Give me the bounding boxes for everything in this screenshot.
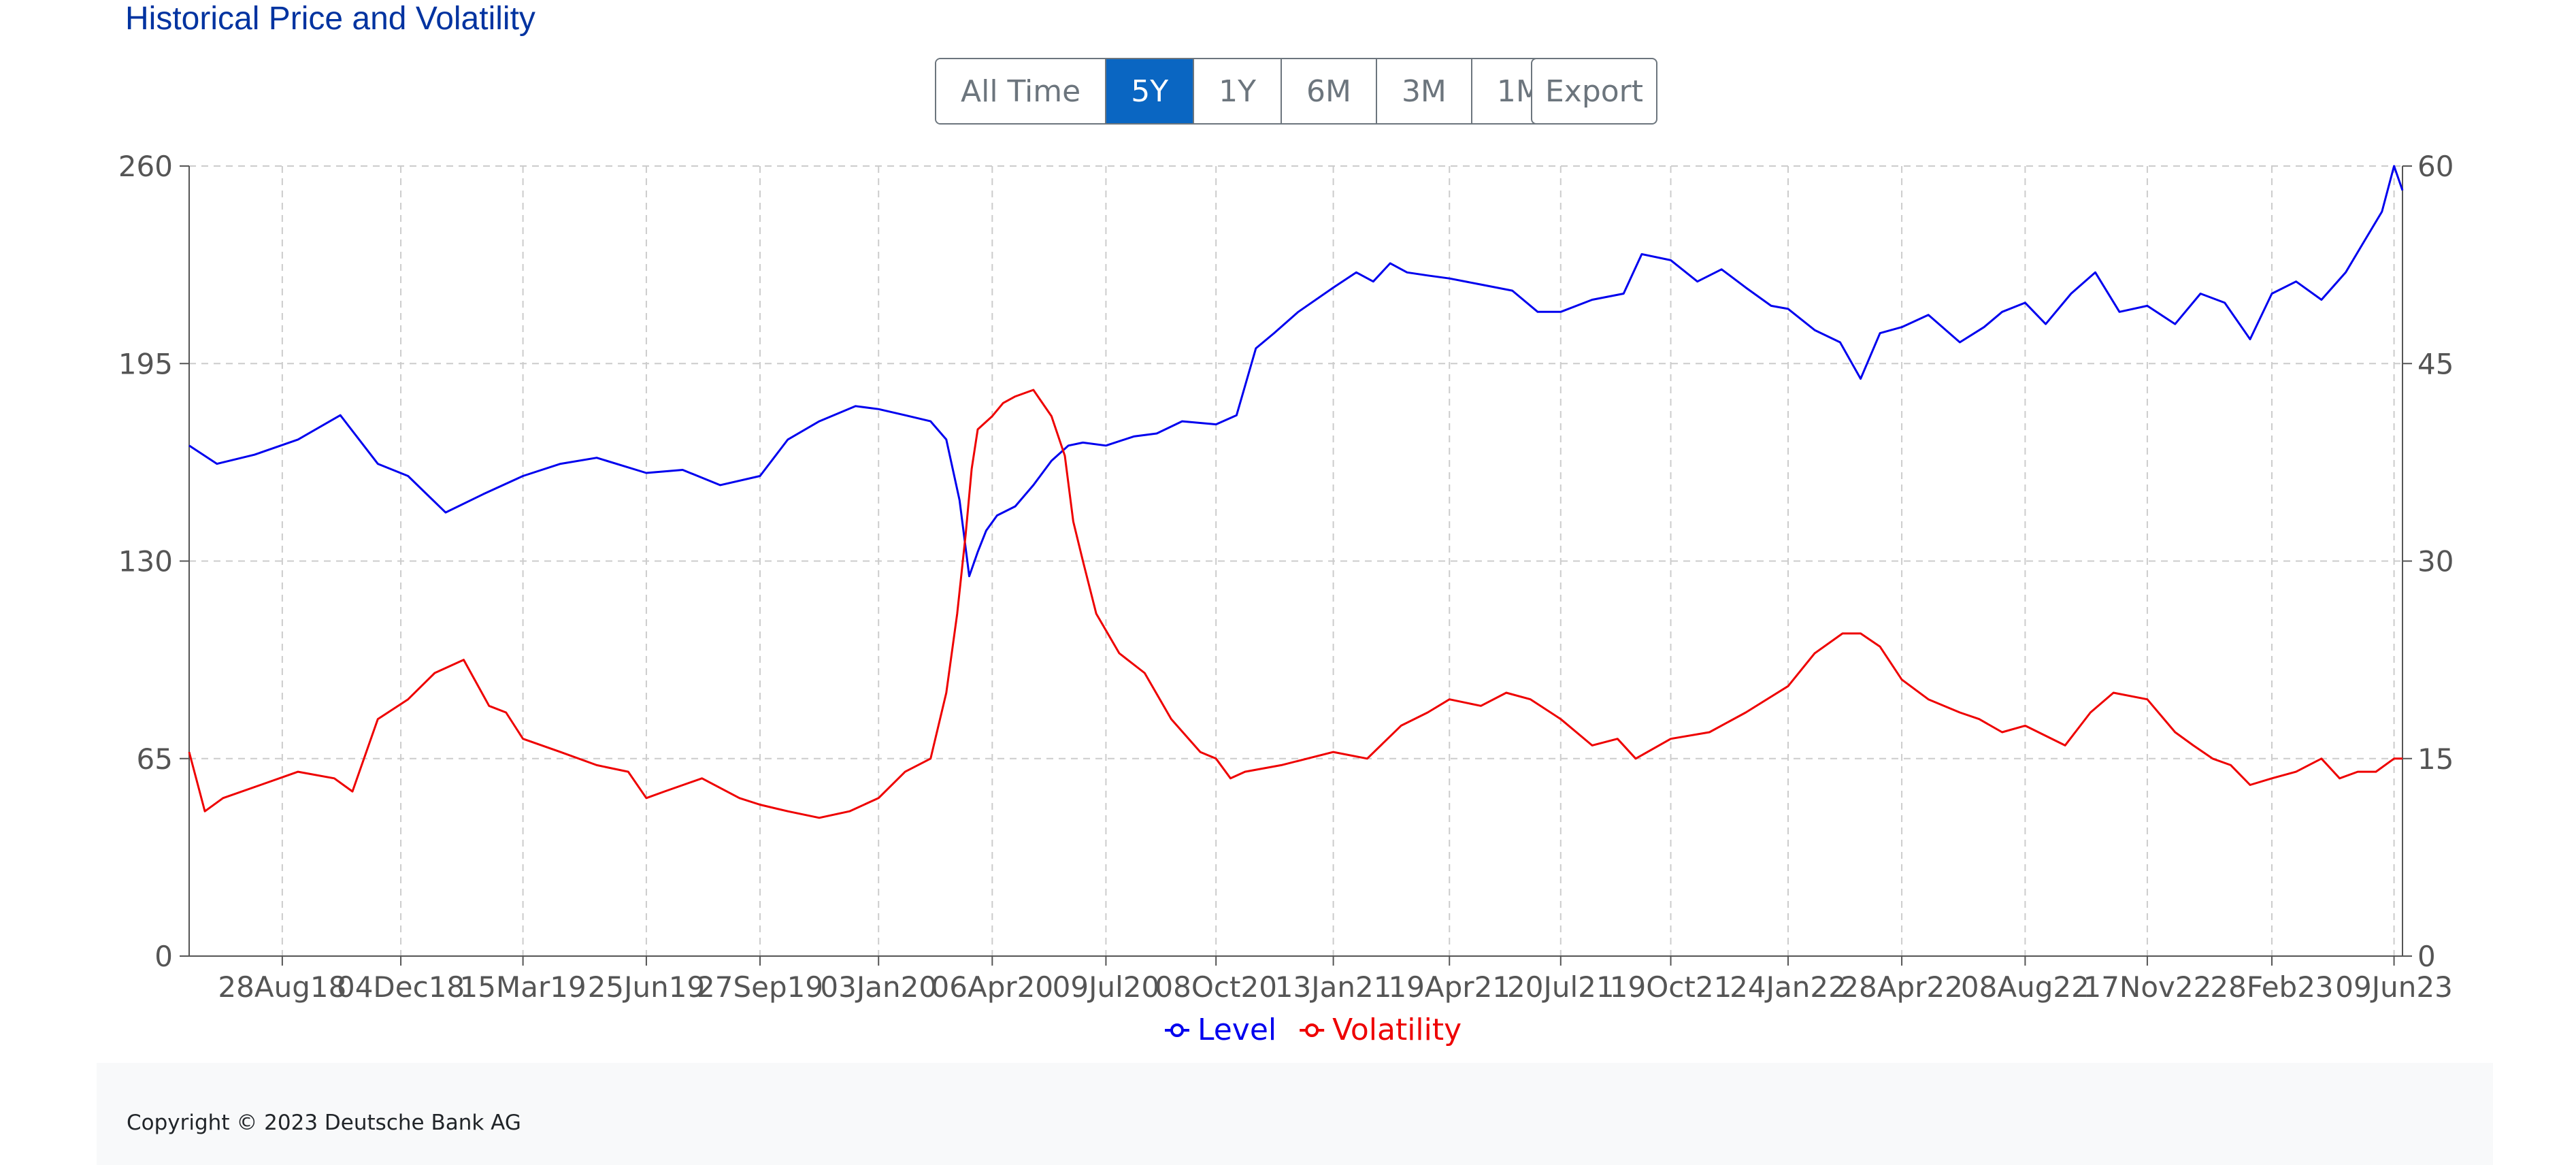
x-tick-label: 03Jan20 (820, 970, 937, 1004)
range-button-1y[interactable]: 1Y (1194, 59, 1282, 123)
y-left-tick-label: 195 (118, 347, 173, 380)
y-right-tick-label: 30 (2417, 545, 2454, 578)
legend-marker (1170, 1023, 1184, 1037)
x-tick-label: 25Jun19 (588, 970, 706, 1004)
y-right-tick-label: 60 (2417, 150, 2454, 183)
series-line-volatility (188, 389, 2402, 819)
x-tick-label: 13Jan21 (1275, 970, 1392, 1004)
legend-label-volatility: Volatility (1332, 1013, 1462, 1047)
series-line-level (188, 165, 2404, 578)
x-tick-label: 19Oct21 (1610, 970, 1732, 1004)
range-button-all-time[interactable]: All Time (936, 59, 1107, 123)
y-right-tick-label: 15 (2417, 742, 2454, 776)
y-right-tick-label: 0 (2417, 940, 2436, 973)
x-tick-label: 17Nov22 (2083, 970, 2211, 1004)
x-tick-label: 09Jul20 (1053, 970, 1160, 1004)
x-tick-label: 08Oct20 (1155, 970, 1277, 1004)
range-button-5y[interactable]: 5Y (1106, 59, 1195, 123)
price-volatility-chart: 0 65 130 195 260 0 15 30 45 60 28Aug1804Dec1815Mar… (118, 150, 2454, 1047)
range-button-3m[interactable]: 3M (1376, 59, 1472, 123)
x-tick-label: 06Apr20 (931, 970, 1054, 1004)
x-tick-label: 27Sep19 (697, 970, 823, 1004)
x-tick-label: 15Mar19 (460, 970, 587, 1004)
y-left-tick-label: 130 (118, 545, 173, 578)
x-tick-label: 28Apr22 (1840, 970, 1963, 1004)
x-tick-label: 24Jan22 (1730, 970, 1847, 1004)
y-left-tick-label: 0 (154, 940, 173, 973)
x-tick-label: 28Aug18 (218, 970, 346, 1004)
x-tick-label: 08Aug22 (1961, 970, 2090, 1004)
page-title: Historical Price and Volatility (125, 1, 535, 37)
copyright-text: Copyright © 2023 Deutsche Bank AG (127, 1111, 521, 1135)
footer: Copyright © 2023 Deutsche Bank AG (97, 1063, 2493, 1165)
x-tick-label: 09Jun23 (2335, 970, 2453, 1004)
y-right-tick-label: 45 (2417, 347, 2454, 380)
y-left-tick-label: 260 (118, 150, 173, 183)
y-left-tick-label: 65 (137, 742, 173, 776)
export-button[interactable]: Export (1531, 58, 1657, 125)
legend-label-level: Level (1198, 1013, 1276, 1047)
legend-marker (1305, 1023, 1319, 1037)
x-tick-label: 20Jul21 (1507, 970, 1615, 1004)
x-tick-label: 04Dec18 (337, 970, 465, 1004)
range-button-6m[interactable]: 6M (1281, 59, 1377, 123)
x-tick-label: 28Feb23 (2210, 970, 2333, 1004)
x-tick-label: 19Apr21 (1388, 970, 1510, 1004)
